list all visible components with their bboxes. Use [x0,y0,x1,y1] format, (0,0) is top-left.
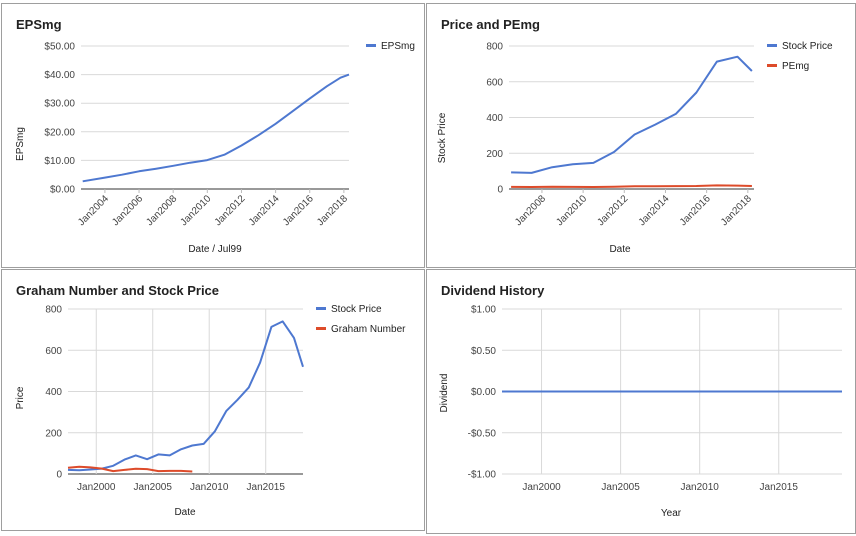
legend-swatch [316,307,326,310]
legend-label: EPSmg [381,41,415,52]
x-tick-label: Jan2000 [522,482,561,493]
price-pemg-chart-panel: Price and PEmg 0 200 400 600 800 Jan2008 Jan20… [426,3,856,268]
legend-swatch [767,64,777,67]
x-tick-label: Jan2004 [76,193,111,228]
legend-swatch [767,44,777,47]
y-axis-label: EPSmg [15,127,26,161]
x-tick-label: Jan2010 [179,193,214,228]
legend-label: Graham Number [331,324,406,335]
y-tick-label: 800 [45,305,62,316]
series-line [82,73,350,183]
y-tick-label: $0.00 [471,387,496,398]
chart-title: Price and PEmg [441,17,540,32]
y-tick-label: $1.00 [471,305,496,316]
y-tick-label: $20.00 [44,127,75,138]
x-tick-label: Jan2008 [144,193,179,228]
chart-title: Graham Number and Stock Price [16,283,220,298]
series-line [67,465,193,473]
y-tick-label: 200 [486,149,503,160]
x-tick-label: Jan2015 [247,482,286,493]
y-tick-label: 0 [56,470,62,481]
x-tick-label: Jan2010 [554,193,589,228]
y-tick-label: 0 [497,185,503,196]
y-axis-label: Price [15,386,26,409]
legend-swatch [316,327,326,330]
y-tick-label: -$0.50 [468,428,497,439]
x-axis-label: Date [609,244,631,255]
x-tick-label: Jan2000 [77,482,116,493]
chart-title: EPSmg [16,17,62,32]
x-tick-label: Jan2014 [637,193,672,228]
x-tick-label: Jan2005 [134,482,173,493]
y-tick-label: -$1.00 [468,470,497,481]
x-tick-label: Jan2015 [760,482,799,493]
x-tick-label: Jan2012 [213,193,248,228]
series-line [67,320,304,472]
x-tick-label: Jan2018 [719,193,754,228]
x-tick-label: Jan2005 [601,482,640,493]
x-tick-label: Jan2014 [247,193,282,228]
dividend-chart-panel: Dividend History -$1.00 -$0.50 $0.00 $0.50 $… [426,269,856,534]
y-tick-label: 800 [486,42,503,53]
series-line [511,184,752,188]
y-tick-label: $30.00 [44,99,75,110]
graham-chart: 0 200 400 600 800 Jan2000 Jan2005 Jan2010 Jan201… [15,304,406,518]
eps-chart-panel: EPSmg $0.00 $10.00 $20.00 $30.00 $40.00 $50.0… [1,3,425,268]
eps-chart: $0.00 $10.00 $20.00 $30.00 $40.00 $50.00 Jan20… [15,41,415,255]
legend-label: PEmg [782,61,809,72]
x-tick-label: Jan2010 [680,482,719,493]
x-axis-label: Date / Jul99 [188,244,242,255]
x-axis-label: Year [661,508,682,519]
y-tick-label: $0.00 [50,185,75,196]
y-tick-label: $40.00 [44,70,75,81]
y-tick-label: 600 [45,346,62,357]
x-axis-label: Date [174,507,196,518]
x-tick-label: Jan2008 [513,193,548,228]
x-tick-label: Jan2018 [315,193,350,228]
y-axis-label: Stock Price [437,112,448,163]
y-tick-label: 600 [486,77,503,88]
legend-label: Stock Price [782,41,833,52]
x-tick-label: Jan2012 [596,193,631,228]
series-line [511,55,753,174]
y-tick-label: 200 [45,428,62,439]
y-tick-label: $10.00 [44,156,75,167]
graham-chart-panel: Graham Number and Stock Price 0 200 400 600… [1,269,425,531]
x-tick-label: Jan2016 [281,193,316,228]
y-tick-label: $0.50 [471,346,496,357]
x-tick-label: Jan2016 [678,193,713,228]
legend-label: Stock Price [331,304,382,315]
dividend-chart: -$1.00 -$0.50 $0.00 $0.50 $1.00 Jan2000 Jan200… [439,305,842,519]
y-axis-label: Dividend [439,374,450,413]
x-tick-label: Jan2010 [190,482,229,493]
x-tick-label: Jan2006 [110,193,145,228]
chart-title: Dividend History [441,283,545,298]
y-tick-label: 400 [45,387,62,398]
y-tick-label: 400 [486,113,503,124]
legend-swatch [366,44,376,47]
y-tick-label: $50.00 [44,42,75,53]
